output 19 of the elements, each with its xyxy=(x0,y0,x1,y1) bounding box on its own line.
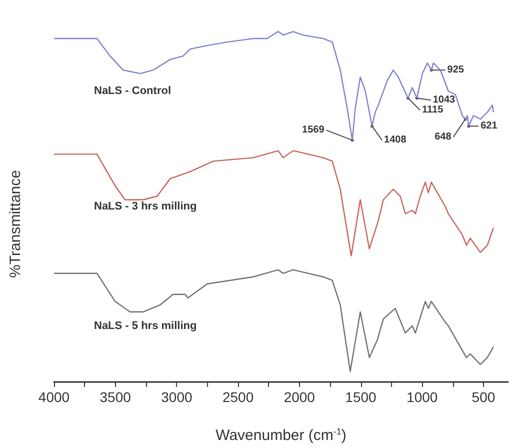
annotation: 648 xyxy=(434,132,452,143)
x-tick-label: 2500 xyxy=(222,389,254,405)
series-label: NaLS - 5 hrs milling xyxy=(94,320,197,332)
annotation: 925 xyxy=(447,64,464,76)
x-tick-label: 2000 xyxy=(284,389,316,405)
x-tick-label: 3000 xyxy=(161,389,192,405)
series-label: NaLS - Control xyxy=(94,85,171,98)
annotation: 1043 xyxy=(432,94,456,106)
x-tick-label: 1500 xyxy=(345,389,377,405)
annotation: 621 xyxy=(480,120,498,132)
annotation: 1569 xyxy=(302,124,325,136)
series-label: NaLS - 3 hrs milling xyxy=(94,200,197,213)
x-tick-label: 4000 xyxy=(38,389,70,405)
x-tick-label: 3500 xyxy=(100,389,132,405)
y-axis-title: %Transmittance xyxy=(7,170,24,278)
annotation: 1408 xyxy=(384,134,407,146)
annotation: 1115 xyxy=(422,104,444,116)
x-tick-label: 500 xyxy=(472,389,496,405)
x-tick-label: 1000 xyxy=(406,389,438,405)
